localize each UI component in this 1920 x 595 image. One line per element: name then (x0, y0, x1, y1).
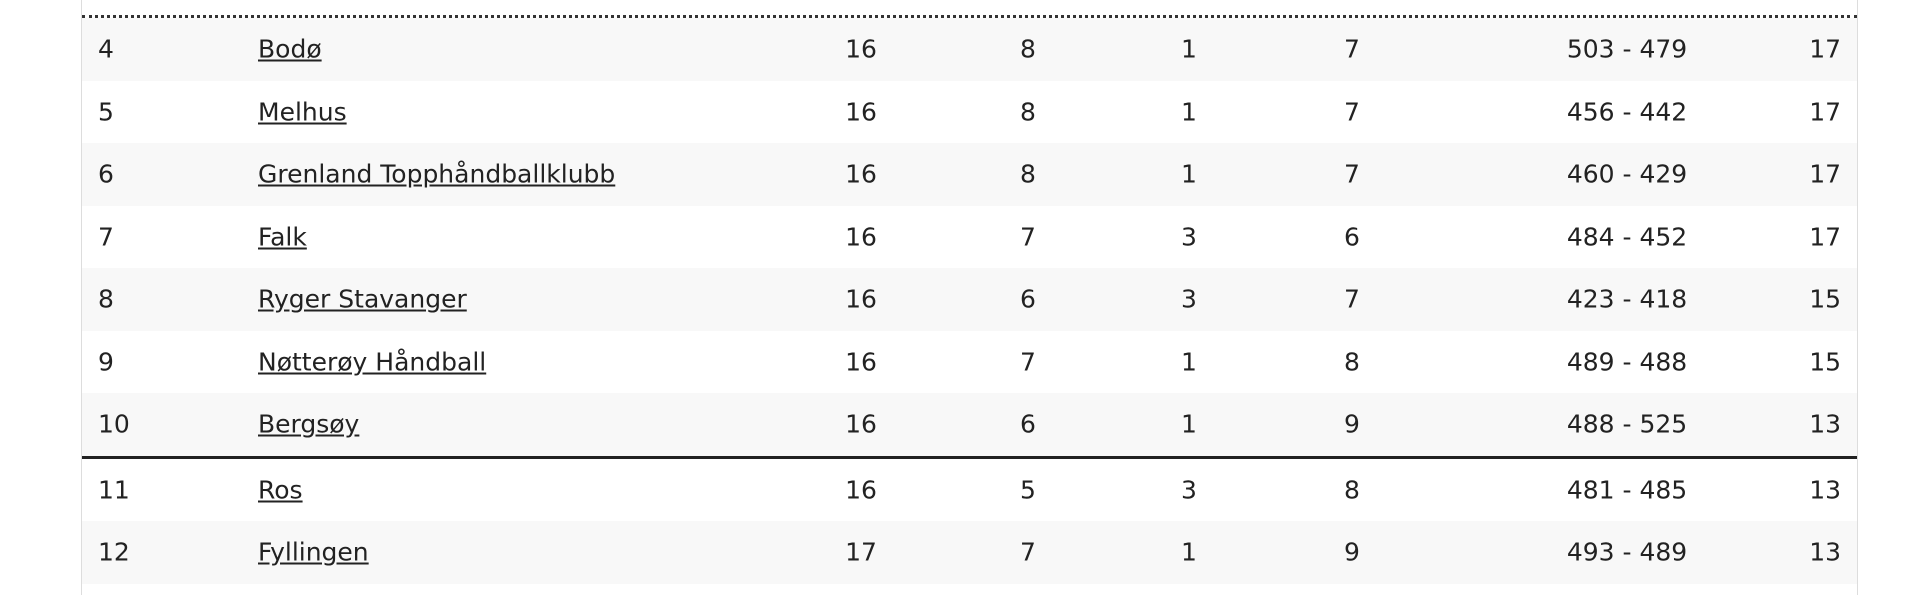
draws: 1 (1181, 409, 1197, 439)
played: 16 (845, 475, 877, 505)
played: 16 (845, 222, 877, 252)
table-row: 6 Grenland Topphåndballklubb 16 8 1 7 460 - 42… (82, 143, 1857, 206)
points: 13 (1809, 409, 1841, 439)
team-link[interactable]: Grenland Topphåndballklubb (258, 159, 616, 189)
team-link[interactable]: Bodø (258, 34, 322, 64)
losses: 8 (1344, 347, 1360, 377)
draws: 1 (1181, 537, 1197, 567)
draws: 3 (1181, 284, 1197, 314)
goals: 484 - 452 (1566, 222, 1688, 252)
team-link[interactable]: Falk (258, 222, 307, 252)
wins: 5 (1020, 475, 1036, 505)
rank: 5 (98, 97, 114, 127)
standings-table: 4 Bodø 16 8 1 7 503 - 479 17 5 Melhus 16 8 1 7 456 - 4… (81, 0, 1858, 595)
points: 17 (1809, 159, 1841, 189)
wins: 7 (1020, 222, 1036, 252)
draws: 3 (1181, 222, 1197, 252)
losses: 7 (1344, 159, 1360, 189)
wins: 7 (1020, 537, 1036, 567)
played: 16 (845, 34, 877, 64)
losses: 6 (1344, 222, 1360, 252)
goals: 493 - 489 (1566, 537, 1688, 567)
table-row: 12 Fyllingen 17 7 1 9 493 - 489 13 (82, 521, 1857, 584)
played: 16 (845, 284, 877, 314)
table-row: 8 Ryger Stavanger 16 6 3 7 423 - 418 15 (82, 268, 1857, 331)
losses: 9 (1344, 409, 1360, 439)
draws: 1 (1181, 159, 1197, 189)
goals: 489 - 488 (1566, 347, 1688, 377)
table-divider (82, 15, 1857, 18)
losses: 9 (1344, 537, 1360, 567)
team-link[interactable]: Fyllingen (258, 537, 369, 567)
losses: 8 (1344, 475, 1360, 505)
played: 16 (845, 159, 877, 189)
losses: 7 (1344, 97, 1360, 127)
points: 15 (1809, 284, 1841, 314)
rank: 9 (98, 347, 114, 377)
wins: 8 (1020, 159, 1036, 189)
losses: 7 (1344, 284, 1360, 314)
table-row: 11 Ros 16 5 3 8 481 - 485 13 (82, 455, 1857, 522)
team-link[interactable]: Melhus (258, 97, 347, 127)
points: 13 (1809, 537, 1841, 567)
wins: 6 (1020, 284, 1036, 314)
team-link[interactable]: Bergsøy (258, 409, 360, 439)
played: 16 (845, 347, 877, 377)
played: 16 (845, 409, 877, 439)
rank: 8 (98, 284, 114, 314)
losses: 7 (1344, 34, 1360, 64)
rank: 12 (98, 537, 130, 567)
rank: 7 (98, 222, 114, 252)
goals: 456 - 442 (1566, 97, 1688, 127)
played: 16 (845, 97, 877, 127)
wins: 8 (1020, 97, 1036, 127)
rank: 10 (98, 409, 130, 439)
rank: 6 (98, 159, 114, 189)
points: 15 (1809, 347, 1841, 377)
wins: 6 (1020, 409, 1036, 439)
goals: 503 - 479 (1566, 34, 1688, 64)
draws: 1 (1181, 347, 1197, 377)
table-row: 10 Bergsøy 16 6 1 9 488 - 525 13 (82, 393, 1857, 456)
table-row: 4 Bodø 16 8 1 7 503 - 479 17 (82, 18, 1857, 81)
team-link[interactable]: Ryger Stavanger (258, 284, 467, 314)
goals: 481 - 485 (1566, 475, 1688, 505)
goals: 488 - 525 (1566, 409, 1688, 439)
team-link[interactable]: Ros (258, 475, 303, 505)
table-row: 5 Melhus 16 8 1 7 456 - 442 17 (82, 81, 1857, 144)
rank: 4 (98, 34, 114, 64)
team-link[interactable]: Nøtterøy Håndball (258, 347, 487, 377)
table-row: 7 Falk 16 7 3 6 484 - 452 17 (82, 206, 1857, 269)
points: 17 (1809, 222, 1841, 252)
table-row: 9 Nøtterøy Håndball 16 7 1 8 489 - 488 15 (82, 331, 1857, 394)
goals: 423 - 418 (1566, 284, 1688, 314)
wins: 7 (1020, 347, 1036, 377)
rank: 11 (98, 475, 130, 505)
points: 17 (1809, 97, 1841, 127)
draws: 1 (1181, 97, 1197, 127)
draws: 3 (1181, 475, 1197, 505)
points: 13 (1809, 475, 1841, 505)
draws: 1 (1181, 34, 1197, 64)
goals: 460 - 429 (1566, 159, 1688, 189)
wins: 8 (1020, 34, 1036, 64)
played: 17 (845, 537, 877, 567)
points: 17 (1809, 34, 1841, 64)
